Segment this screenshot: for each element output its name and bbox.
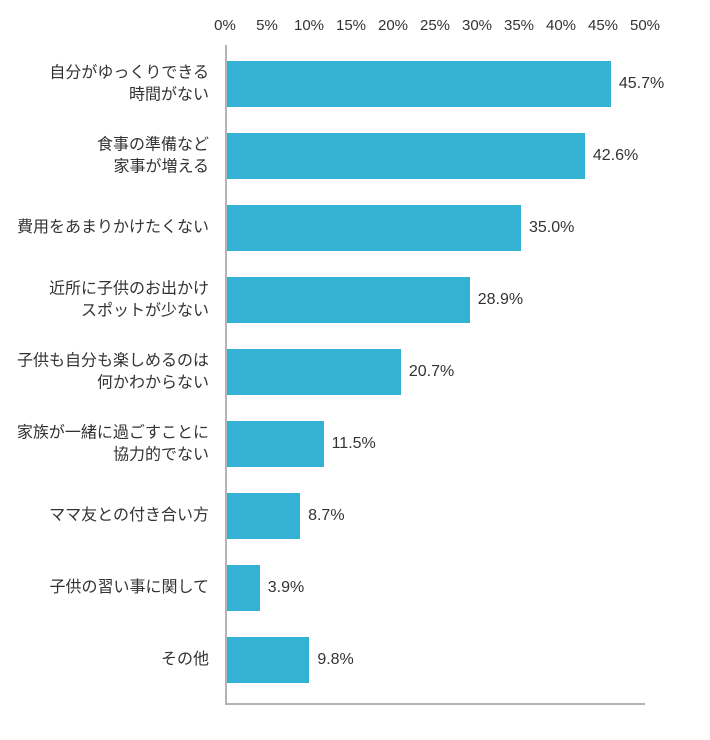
bar-row: 自分がゆっくりできる 時間がない45.7%: [227, 61, 645, 107]
bar: 8.7%: [227, 493, 300, 539]
x-tick: 15%: [336, 17, 366, 34]
bar: 35.0%: [227, 205, 521, 251]
bar: 11.5%: [227, 421, 324, 467]
bar-row: 近所に子供のお出かけ スポットが少ない28.9%: [227, 277, 645, 323]
bar: 42.6%: [227, 133, 585, 179]
bar-value-label: 28.9%: [470, 291, 523, 309]
bar-value-label: 20.7%: [401, 363, 454, 381]
x-tick: 25%: [420, 17, 450, 34]
bar: 28.9%: [227, 277, 470, 323]
bar-value-label: 8.7%: [300, 507, 344, 525]
bar: 45.7%: [227, 61, 611, 107]
x-tick: 20%: [378, 17, 408, 34]
x-tick: 5%: [256, 17, 278, 34]
bar: 20.7%: [227, 349, 401, 395]
bar-category-label: 食事の準備など 家事が増える: [97, 134, 227, 177]
bar-value-label: 45.7%: [611, 75, 664, 93]
bar-row: 費用をあまりかけたくない35.0%: [227, 205, 645, 251]
horizontal-bar-chart: 0% 5% 10% 15% 20% 25% 30% 35% 40% 45% 50% 自分がゆっくりで…: [0, 0, 710, 740]
bar-row: 家族が一緒に過ごすことに 協力的でない11.5%: [227, 421, 645, 467]
x-tick: 50%: [630, 17, 660, 34]
bar-row: 食事の準備など 家事が増える42.6%: [227, 133, 645, 179]
bar-category-label: 子供も自分も楽しめるのは 何かわからない: [17, 350, 227, 393]
bar-row: 子供の習い事に関して3.9%: [227, 565, 645, 611]
x-tick: 30%: [462, 17, 492, 34]
bar-value-label: 11.5%: [324, 435, 376, 453]
bar-row: ママ友との付き合い方8.7%: [227, 493, 645, 539]
bar-row: その他9.8%: [227, 637, 645, 683]
bar-category-label: 自分がゆっくりできる 時間がない: [49, 62, 227, 105]
bar-row: 子供も自分も楽しめるのは 何かわからない20.7%: [227, 349, 645, 395]
x-tick: 35%: [504, 17, 534, 34]
bar: 3.9%: [227, 565, 260, 611]
bar-value-label: 3.9%: [260, 579, 304, 597]
x-tick: 0%: [214, 17, 236, 34]
bar-category-label: 家族が一緒に過ごすことに 協力的でない: [17, 422, 227, 465]
bar-category-label: その他: [161, 649, 227, 671]
bar-value-label: 42.6%: [585, 147, 638, 165]
bar: 9.8%: [227, 637, 309, 683]
x-tick: 10%: [294, 17, 324, 34]
bar-category-label: ママ友との付き合い方: [49, 505, 227, 527]
x-tick: 40%: [546, 17, 576, 34]
bar-category-label: 近所に子供のお出かけ スポットが少ない: [49, 278, 227, 321]
bar-category-label: 子供の習い事に関して: [49, 577, 227, 599]
bar-category-label: 費用をあまりかけたくない: [17, 217, 227, 239]
plot-area: 自分がゆっくりできる 時間がない45.7% 食事の準備など 家事が増える42.6%…: [225, 45, 645, 705]
x-tick: 45%: [588, 17, 618, 34]
bar-value-label: 35.0%: [521, 219, 574, 237]
bar-value-label: 9.8%: [309, 651, 353, 669]
